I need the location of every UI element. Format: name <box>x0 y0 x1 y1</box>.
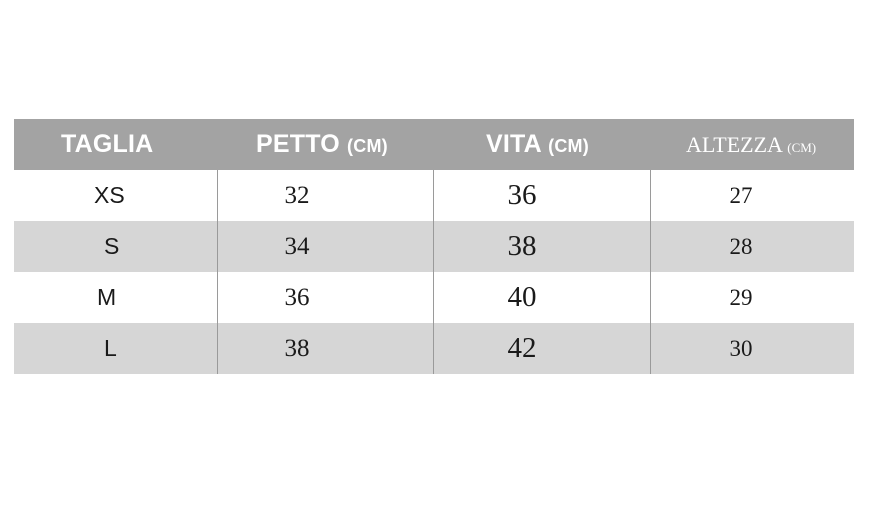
header-altezza-unit: (CM) <box>787 139 817 155</box>
cell-taglia: M <box>97 284 117 310</box>
cell-taglia: S <box>104 233 120 259</box>
cell-vita: 40 <box>432 272 650 323</box>
header-vita-label: VITA <box>486 130 541 158</box>
table-row: S 34 38 28 <box>14 221 854 272</box>
table-header: TAGLIA PETTO (CM) VITA (CM) ALTEZZA (CM) <box>14 119 854 170</box>
header-row: TAGLIA PETTO (CM) VITA (CM) ALTEZZA (CM) <box>14 119 854 170</box>
cell-altezza: 29 <box>649 272 854 323</box>
table-row: L 38 42 30 <box>14 323 854 374</box>
header-petto-label: PETTO <box>256 130 340 158</box>
cell-petto: 34 <box>216 221 433 272</box>
header-taglia-label: TAGLIA <box>61 130 154 158</box>
header-petto: PETTO (CM) <box>217 119 433 170</box>
cell-taglia: XS <box>94 182 125 208</box>
header-altezza-label: ALTEZZA <box>686 131 782 157</box>
header-vita: VITA (CM) <box>433 119 650 170</box>
table-row: XS 32 36 27 <box>14 170 854 221</box>
cell-petto: 32 <box>216 170 433 221</box>
cell-taglia: L <box>104 335 117 361</box>
size-chart-table: TAGLIA PETTO (CM) VITA (CM) ALTEZZA (CM)… <box>14 119 854 374</box>
cell-altezza: 27 <box>649 170 854 221</box>
cell-vita: 42 <box>432 323 650 374</box>
table-row: M 36 40 29 <box>14 272 854 323</box>
cell-vita: 38 <box>432 221 650 272</box>
header-petto-unit: (CM) <box>347 136 388 156</box>
header-taglia: TAGLIA <box>14 119 217 170</box>
cell-altezza: 30 <box>649 323 854 374</box>
table-body: XS 32 36 27 S 34 38 28 M 36 40 29 L 38 4… <box>14 170 854 374</box>
header-altezza: ALTEZZA (CM) <box>650 119 854 170</box>
cell-altezza: 28 <box>649 221 854 272</box>
cell-petto: 36 <box>216 272 433 323</box>
header-vita-unit: (CM) <box>548 136 589 156</box>
cell-vita: 36 <box>432 170 650 221</box>
cell-petto: 38 <box>216 323 433 374</box>
